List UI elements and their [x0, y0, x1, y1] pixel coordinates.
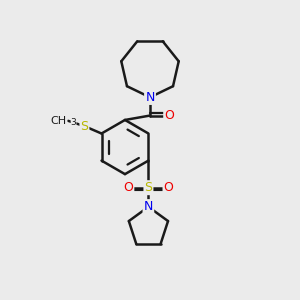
Text: 3: 3	[71, 118, 76, 127]
Text: S: S	[144, 181, 152, 194]
Text: S: S	[80, 120, 88, 133]
Text: O: O	[164, 109, 174, 122]
Text: N: N	[144, 200, 153, 213]
Text: N: N	[145, 91, 155, 104]
Text: CH: CH	[51, 116, 67, 126]
Text: O: O	[124, 181, 133, 194]
Text: N: N	[144, 200, 153, 213]
Text: N: N	[145, 91, 155, 104]
Text: O: O	[164, 181, 173, 194]
